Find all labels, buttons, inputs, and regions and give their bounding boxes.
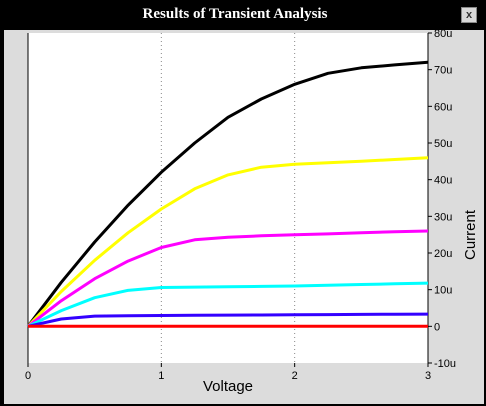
- close-button[interactable]: x: [461, 7, 477, 23]
- series-line-4: [27, 312, 429, 328]
- y-tick-label: 10u: [434, 285, 452, 297]
- x-tick-label: 1: [158, 370, 164, 382]
- plot-panel: 0 1 2 3 -10u 0 10u 20u 30u 40u 50u 60u 70u 80u Voltag…: [4, 30, 484, 404]
- transient-chart: 0 1 2 3-10u 0 10u 20u 30u 40u 50u 60u 70u 80u Voltag…: [25, 30, 479, 395]
- x-tick-label: 3: [425, 370, 431, 382]
- series-line-1: [26, 156, 429, 328]
- y-tick-label: 30u: [434, 211, 452, 223]
- y-axis-label: Current: [462, 209, 479, 260]
- series-line-0: [26, 60, 429, 328]
- y-tick-label: 20u: [434, 248, 452, 260]
- series-line-3: [27, 281, 429, 328]
- y-tick-label: -10u: [434, 358, 456, 370]
- x-tick-label: 0: [25, 370, 31, 382]
- window-title: Results of Transient Analysis: [142, 6, 328, 22]
- y-tick-label: 60u: [434, 101, 452, 113]
- y-tick-label: 80u: [434, 30, 452, 40]
- y-tick-label: 40u: [434, 175, 452, 187]
- title-bar[interactable]: Results of Transient Analysis x: [0, 0, 486, 30]
- y-tick-label: 0: [434, 321, 440, 333]
- plot-area: [28, 33, 428, 363]
- x-axis-label: Voltage: [203, 378, 253, 395]
- series-line-2: [27, 229, 429, 328]
- y-tick-label: 70u: [434, 65, 452, 77]
- y-tick-label: 50u: [434, 138, 452, 150]
- x-tick-label: 2: [292, 370, 298, 382]
